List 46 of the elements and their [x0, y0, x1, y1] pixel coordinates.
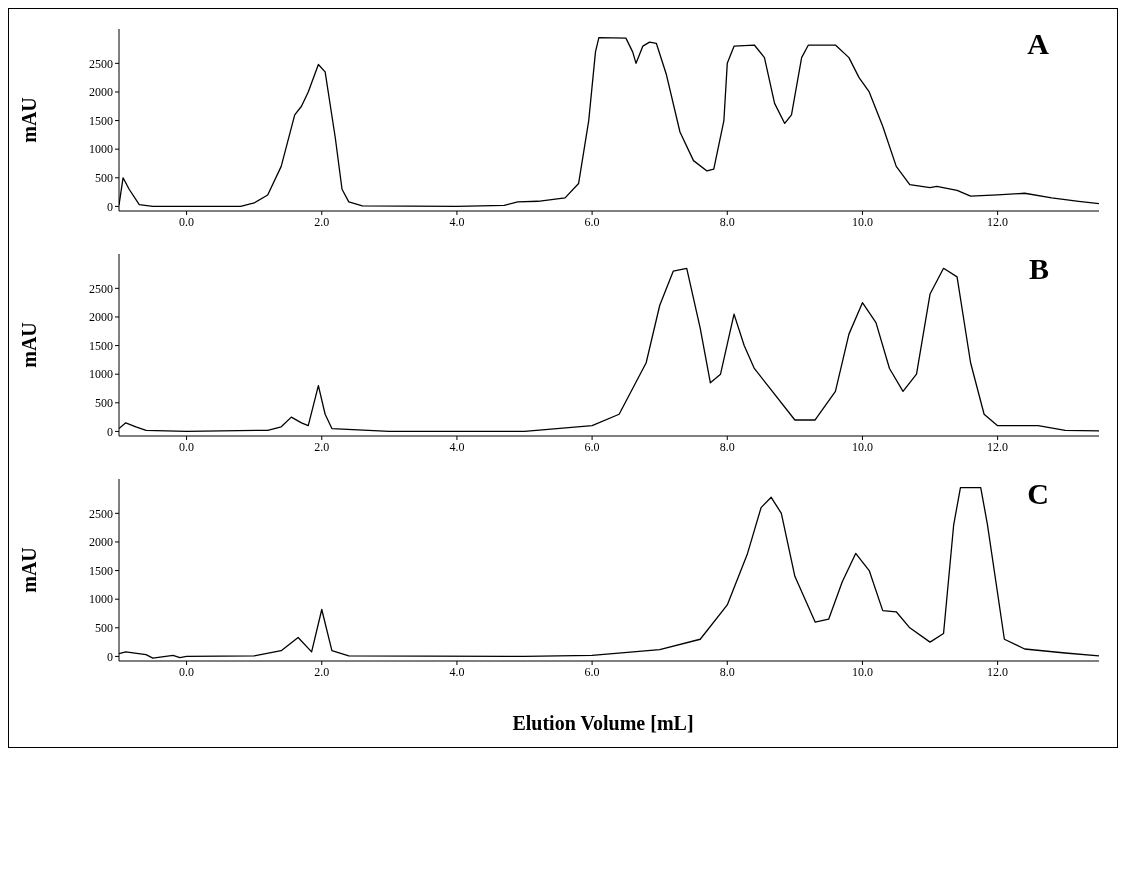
x-tick-label: 0.0: [179, 214, 195, 229]
x-tick-label: 8.0: [719, 439, 735, 454]
annotation: C: [1027, 477, 1049, 511]
y-tick-label: 0: [107, 424, 113, 439]
y-tick-label: 0: [107, 199, 113, 214]
y-tick-label: 1000: [89, 367, 113, 382]
y-axis-title: mAU: [18, 97, 41, 143]
y-tick-label: 1000: [89, 592, 113, 607]
x-tick-label: 0.0: [179, 439, 195, 454]
x-tick-label: 6.0: [584, 439, 600, 454]
y-tick-label: 500: [95, 171, 113, 186]
y-tick-label: 1500: [89, 113, 113, 128]
x-tick-label: 2.0: [314, 664, 330, 679]
x-tick-label: 4.0: [449, 664, 465, 679]
y-tick-label: 1000: [89, 142, 113, 157]
y-tick-label: 1500: [89, 338, 113, 353]
y-tick-label: 2500: [89, 281, 113, 296]
x-tick-label: 8.0: [719, 664, 735, 679]
y-tick-label: 500: [95, 621, 113, 636]
y-tick-label: 1500: [89, 563, 113, 578]
x-tick-label: 4.0: [449, 214, 465, 229]
annotation: A: [1027, 27, 1049, 61]
x-tick-label: 12.0: [987, 214, 1009, 229]
x-tick-label: 12.0: [987, 439, 1009, 454]
y-tick-label: 2000: [89, 535, 113, 550]
x-tick-label: 2.0: [314, 214, 330, 229]
x-tick-label: 10.0: [851, 439, 873, 454]
y-axis-title: mAU: [18, 547, 41, 593]
y-tick-label: 2000: [89, 310, 113, 325]
x-tick-label: 6.0: [584, 664, 600, 679]
x-tick-label: 6.0: [584, 214, 600, 229]
y-tick-label: 500: [95, 396, 113, 411]
y-tick-label: 2500: [89, 506, 113, 521]
x-tick-label: 10.0: [851, 664, 873, 679]
annotation: B: [1028, 252, 1049, 286]
x-tick-label: 4.0: [449, 439, 465, 454]
x-tick-label: 2.0: [314, 439, 330, 454]
x-axis-title: Elution Volume [mL]: [511, 712, 695, 735]
y-tick-label: 0: [107, 649, 113, 664]
y-axis-title: mAU: [18, 322, 41, 368]
y-tick-label: 2000: [89, 85, 113, 100]
x-tick-label: 10.0: [851, 214, 873, 229]
y-tick-label: 2500: [89, 56, 113, 71]
x-tick-label: 8.0: [719, 214, 735, 229]
x-tick-label: 0.0: [179, 664, 195, 679]
x-tick-label: 12.0: [987, 664, 1009, 679]
